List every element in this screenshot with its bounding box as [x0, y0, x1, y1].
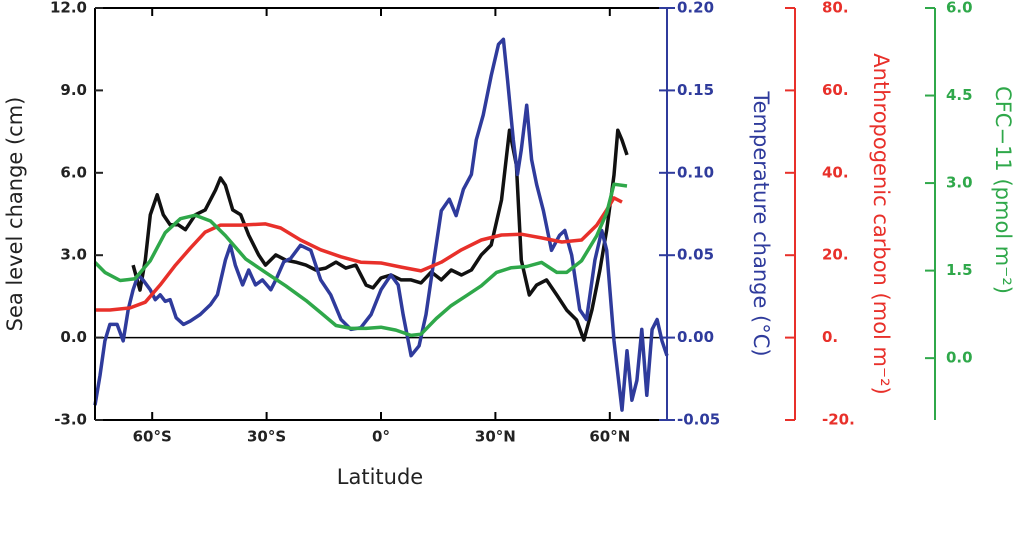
y-tick-label: 40.: [822, 163, 849, 181]
y-tick-label: 0.20: [677, 0, 714, 17]
y-tick-label: 3.0: [60, 246, 87, 264]
x-tick-label: 0°: [372, 428, 390, 446]
y-tick-label: 80.: [822, 0, 849, 17]
y-axis-label: Sea level change (cm): [3, 97, 27, 332]
y2-axis-label: Temperature change (°C): [749, 90, 773, 356]
y-tick-label: 9.0: [60, 81, 87, 99]
y-tick-label: 0.0: [946, 349, 973, 367]
x-axis-label: Latitude: [337, 465, 423, 489]
y-tick-label: 0.: [822, 328, 838, 346]
x-tick-label: 30°N: [475, 428, 516, 446]
y-tick-label: 6.0: [946, 0, 973, 17]
y-tick-label: 0.05: [677, 246, 714, 264]
x-tick-label: 60°S: [133, 428, 172, 446]
y-tick-label: 6.0: [60, 163, 87, 181]
y-tick-label: 20.: [822, 246, 849, 264]
y4-axis-label: CFC−11 (pmol m⁻²): [991, 86, 1015, 294]
y3-axis-label: Anthropogenic carbon (mol m⁻²): [869, 53, 893, 394]
data-line: [93, 182, 628, 338]
y-tick-label: 0.0: [60, 328, 87, 346]
y-tick-label: -20.: [822, 411, 855, 429]
y-tick-label: 0.15: [677, 81, 714, 99]
data-line: [131, 128, 629, 342]
y-tick-label: 12.0: [50, 0, 87, 17]
y-tick-label: 4.5: [946, 86, 973, 104]
y-tick-label: -0.05: [677, 411, 720, 429]
y-tick-label: 60.: [822, 81, 849, 99]
y-tick-label: 1.5: [946, 261, 973, 279]
y-tick-label: 3.0: [946, 174, 973, 192]
y-tick-label: -3.0: [54, 411, 87, 429]
x-tick-label: 30°S: [247, 428, 286, 446]
y-tick-label: 0.10: [677, 163, 714, 181]
data-line: [95, 196, 623, 312]
x-tick-label: 60°N: [589, 428, 630, 446]
y-tick-label: 0.00: [677, 328, 714, 346]
data-line: [93, 37, 669, 412]
